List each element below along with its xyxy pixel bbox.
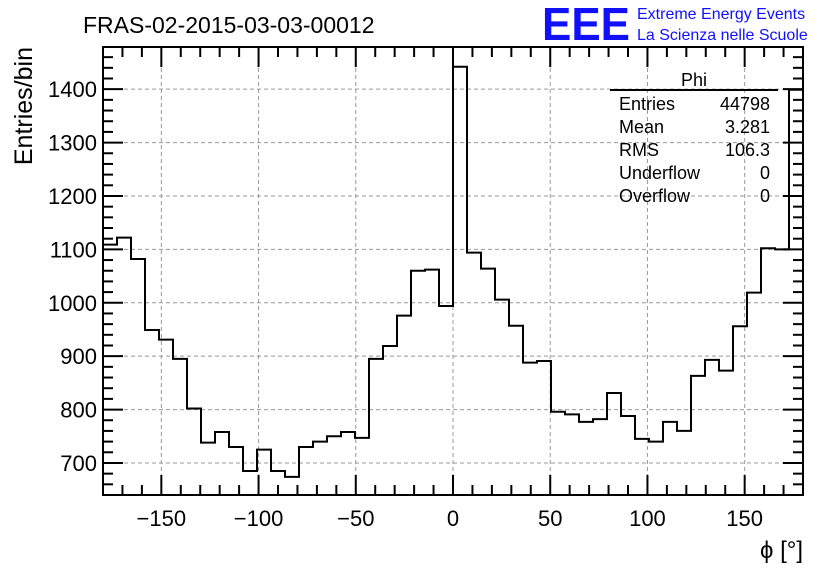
- histogram-bin: [355, 438, 369, 495]
- histogram-bin: [593, 419, 607, 495]
- histogram-bin: [145, 330, 159, 495]
- logo-mark: EEE: [542, 0, 630, 50]
- histogram-outline: [102, 65, 804, 495]
- histogram-bin: [775, 249, 789, 495]
- x-axis-label: ϕ [°]: [760, 537, 803, 564]
- histogram-bin: [579, 422, 593, 495]
- stats-label: RMS: [619, 140, 659, 160]
- histogram-bin: [299, 447, 313, 495]
- axes: [102, 46, 804, 496]
- histogram-bin: [439, 306, 453, 495]
- stats-label: Overflow: [619, 186, 691, 206]
- histogram-bin: [397, 316, 411, 495]
- stats-value: 44798: [720, 94, 770, 114]
- stats-label: Entries: [619, 94, 675, 114]
- histogram-bin: [215, 432, 229, 495]
- x-tick-label: 100: [629, 506, 666, 531]
- x-tick-label: −150: [137, 506, 187, 531]
- stats-title: Phi: [681, 70, 707, 90]
- histogram-bin: [551, 412, 565, 495]
- histogram-bin: [691, 376, 705, 495]
- histogram-bin: [663, 422, 677, 495]
- y-tick-label: 1100: [50, 237, 97, 262]
- histogram-bin: [383, 346, 397, 495]
- x-tick-label: −50: [337, 506, 374, 531]
- stats-value: 106.3: [725, 140, 770, 160]
- histogram-bin: [719, 371, 733, 495]
- histogram-bin: [537, 361, 551, 495]
- histogram-bin: [509, 326, 523, 495]
- histogram-bin: [705, 360, 719, 495]
- y-tick-label: 1000: [48, 291, 97, 316]
- histogram-bin: [229, 447, 243, 495]
- histogram-bin: [747, 293, 761, 495]
- logo-line1: Extreme Energy Events: [637, 6, 805, 23]
- stats-label: Mean: [619, 117, 664, 137]
- histogram-bin: [369, 359, 383, 495]
- y-axis-label: Entries/bin: [10, 47, 38, 165]
- stats-label: Underflow: [619, 163, 701, 183]
- y-tick-label: 700: [60, 451, 97, 476]
- histogram-bin: [201, 443, 215, 495]
- histogram-bin: [495, 300, 509, 495]
- y-tick-label: 1300: [48, 131, 97, 156]
- histogram-bin: [117, 238, 131, 495]
- histogram-bin: [621, 416, 635, 495]
- histogram-bin: [411, 271, 425, 495]
- histogram-bin: [131, 259, 145, 495]
- histogram-bin: [565, 414, 579, 495]
- histogram-bin: [341, 432, 355, 495]
- histogram-bin: [467, 253, 481, 495]
- chart-title: FRAS-02-2015-03-03-00012: [83, 12, 375, 38]
- eee-logo: EEE Extreme Energy Events La Scienza nel…: [542, 0, 808, 50]
- logo-line2: La Scienza nelle Scuole: [637, 27, 808, 44]
- x-tick-label: 50: [538, 506, 562, 531]
- histogram-bin: [187, 408, 201, 495]
- y-tick-label: 1400: [48, 77, 97, 102]
- x-tick-label: 0: [447, 506, 459, 531]
- histogram-bin: [327, 436, 341, 495]
- stats-value: 0: [760, 163, 770, 183]
- y-tick-label: 900: [60, 344, 97, 369]
- histogram-bin: [649, 442, 663, 495]
- histogram-bin: [313, 442, 327, 495]
- stats-box: Phi Entries 44798 Mean 3.281 RMS 106.3 Underfl…: [610, 70, 778, 206]
- histogram-bin: [173, 359, 187, 495]
- histogram-bin: [243, 471, 257, 495]
- histogram-bin: [453, 67, 467, 495]
- y-tick-label: 1200: [48, 184, 97, 209]
- histogram-bin: [761, 248, 775, 495]
- x-tick-label: −100: [234, 506, 284, 531]
- histogram-bin: [523, 363, 537, 495]
- stats-value: 3.281: [725, 117, 770, 137]
- histogram-bin: [425, 270, 439, 495]
- y-tick-label: 800: [60, 398, 97, 423]
- x-tick-label: 150: [726, 506, 763, 531]
- histogram-bin: [607, 393, 621, 495]
- histogram: [102, 65, 804, 495]
- stats-value: 0: [760, 186, 770, 206]
